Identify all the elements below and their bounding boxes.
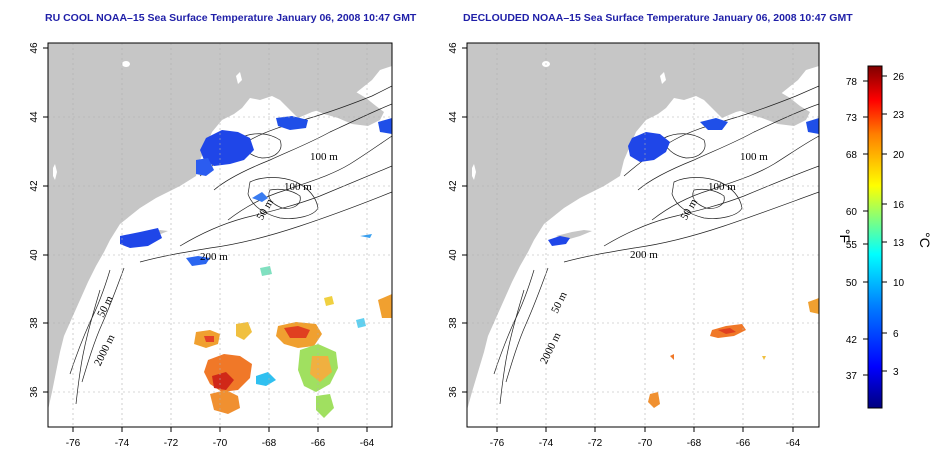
left-map-panel: 100 m 100 m 50 m 200 m 50 m 2000 m -76 -…: [29, 42, 393, 449]
contour-label: 100 m: [708, 181, 736, 193]
x-tick-label: -70: [638, 438, 653, 449]
x-tick-label: -72: [164, 438, 179, 449]
celsius-tick: 23: [893, 110, 905, 121]
right-map-panel: 100 m 100 m 50 m 200 m 50 m 2000 m -76 -…: [448, 42, 820, 449]
contour-label: 100 m: [740, 151, 768, 163]
colorbar-celsius-labels: 26 23 20 16 13 10 6 3: [893, 72, 905, 378]
grid-lines: [48, 43, 392, 427]
celsius-tick: 16: [893, 200, 905, 211]
y-tick-label: 40: [448, 249, 459, 261]
celsius-tick: 6: [893, 329, 899, 340]
y-tick-label: 46: [448, 42, 459, 54]
land-mass: [48, 43, 392, 410]
temperature-colorbar: 78 73 68 60 55 50 42 37 26 23 20 16 13 1…: [837, 65, 933, 409]
colorbar-gradient: [867, 65, 883, 409]
contour-label: 100 m: [310, 151, 338, 163]
celsius-unit-label: °C: [917, 232, 933, 248]
x-tick-label: -66: [736, 438, 751, 449]
y-tick-label: 36: [29, 386, 40, 398]
lake: [660, 72, 666, 84]
celsius-tick: 3: [893, 367, 899, 378]
land-nova-scotia: [734, 92, 810, 126]
celsius-tick: 13: [893, 238, 905, 249]
land-nova-scotia: [310, 92, 384, 126]
fahrenheit-tick: 55: [846, 240, 858, 251]
colorbar-fahrenheit-labels: 78 73 68 60 55 50 42 37: [846, 77, 858, 382]
y-tick-label: 44: [29, 111, 40, 123]
x-tick-label: -70: [213, 438, 228, 449]
contour-label: 200 m: [630, 249, 658, 261]
x-tick-label: -76: [66, 438, 81, 449]
fahrenheit-tick: 78: [846, 77, 858, 88]
fahrenheit-unit-label: °F: [837, 229, 853, 243]
land-mass: [467, 43, 819, 410]
celsius-tick: 20: [893, 150, 905, 161]
left-panel-title: RU COOL NOAA–15 Sea Surface Temperature …: [45, 12, 417, 24]
sst-patches: [548, 118, 819, 408]
y-tick-label: 38: [29, 317, 40, 329]
x-tick-label: -74: [539, 438, 554, 449]
x-tick-label: -66: [311, 438, 326, 449]
fahrenheit-tick: 73: [846, 113, 858, 124]
x-tick-label: -64: [360, 438, 375, 449]
right-y-tick-labels: 36 38 40 42 44 46: [448, 42, 459, 398]
right-map-frame: [466, 42, 820, 428]
fahrenheit-tick: 50: [846, 278, 858, 289]
y-tick-label: 42: [448, 180, 459, 192]
grid-lines: [467, 43, 819, 427]
x-tick-label: -72: [588, 438, 603, 449]
fahrenheit-tick: 42: [846, 335, 858, 346]
x-tick-label: -68: [687, 438, 702, 449]
y-tick-label: 44: [448, 111, 459, 123]
fahrenheit-tick: 37: [846, 371, 858, 382]
right-panel-title: DECLOUDED NOAA–15 Sea Surface Temperatur…: [463, 12, 853, 24]
lake: [472, 164, 476, 180]
left-x-tick-labels: -76 -74 -72 -70 -68 -66 -64: [66, 438, 375, 449]
y-tick-label: 42: [29, 180, 40, 192]
celsius-tick: 10: [893, 278, 905, 289]
fahrenheit-tick: 60: [846, 207, 858, 218]
lake: [122, 61, 130, 67]
x-tick-label: -74: [115, 438, 130, 449]
left-y-tick-labels: 36 38 40 42 44 46: [29, 42, 40, 398]
x-tick-label: -64: [786, 438, 801, 449]
lake: [53, 164, 57, 180]
contour-label: 200 m: [200, 251, 228, 263]
x-tick-label: -68: [262, 438, 277, 449]
x-tick-label: -76: [490, 438, 505, 449]
contour-label: 100 m: [284, 181, 312, 193]
fahrenheit-tick: 68: [846, 150, 858, 161]
y-tick-label: 46: [29, 42, 40, 54]
y-tick-label: 38: [448, 317, 459, 329]
lake: [236, 72, 242, 84]
y-tick-label: 40: [29, 249, 40, 261]
celsius-tick: 26: [893, 72, 905, 83]
y-tick-label: 36: [448, 386, 459, 398]
right-x-tick-labels: -76 -74 -72 -70 -68 -66 -64: [490, 438, 801, 449]
